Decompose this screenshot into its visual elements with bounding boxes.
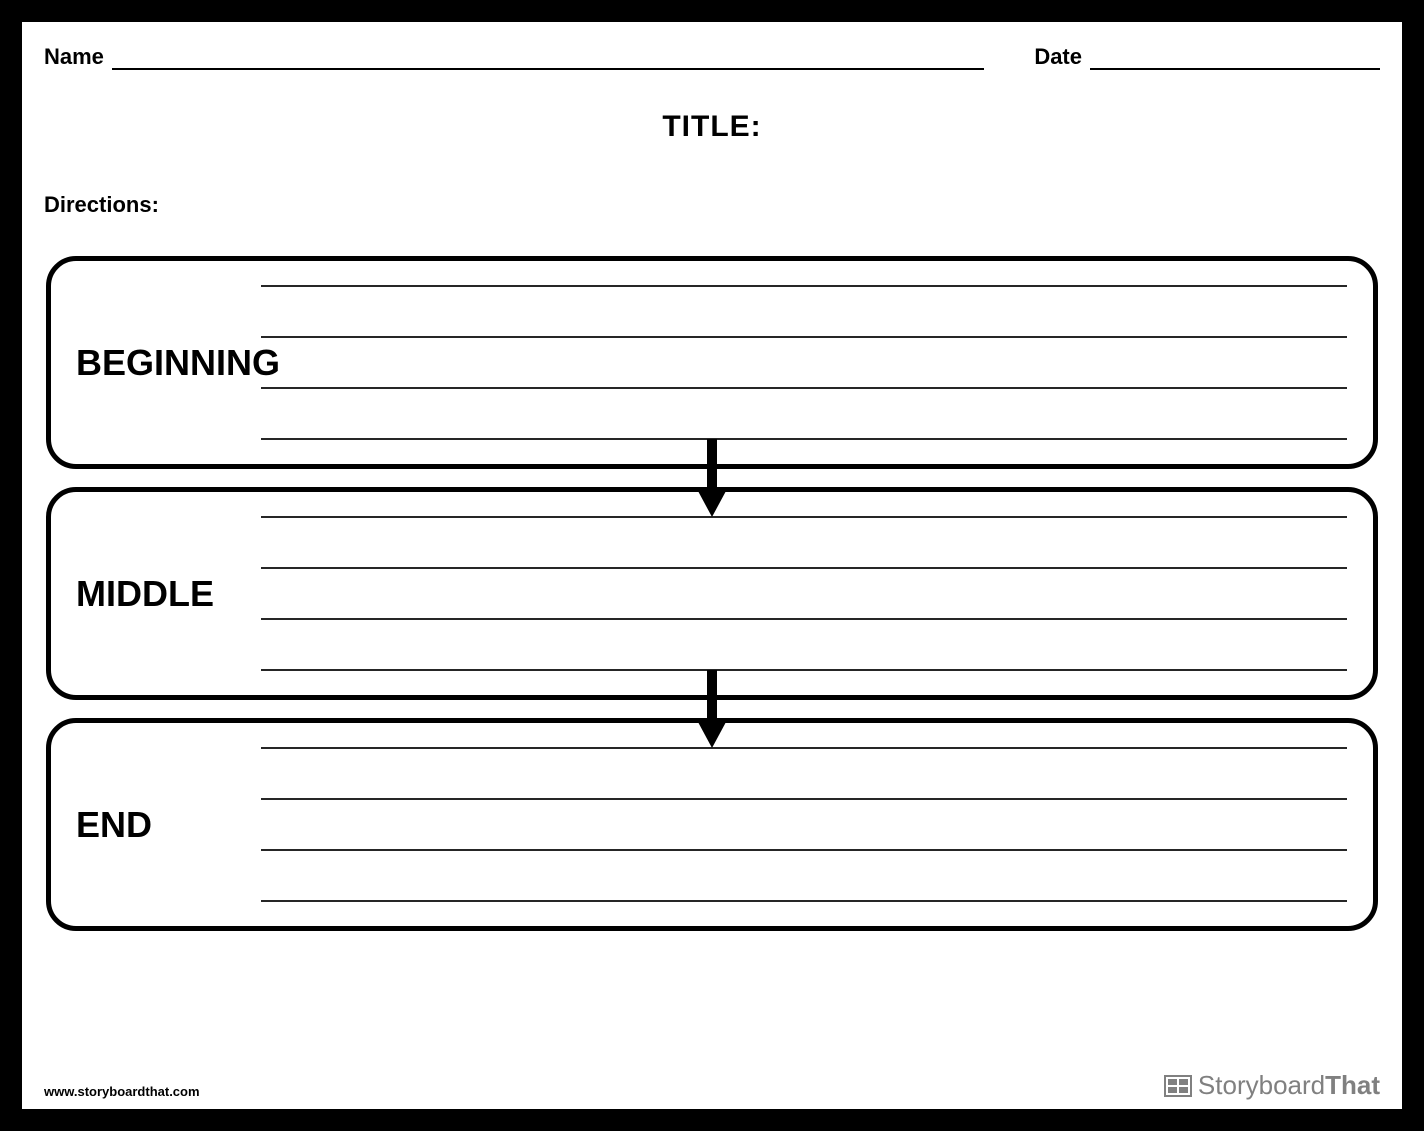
middle-lines[interactable] <box>261 516 1353 671</box>
section-middle-label: MIDDLE <box>76 573 261 615</box>
header-row: Name Date <box>44 44 1380 70</box>
writing-line <box>261 567 1347 569</box>
writing-line <box>261 516 1347 518</box>
gap-1 <box>46 469 1378 487</box>
gap-2 <box>46 700 1378 718</box>
date-input-line[interactable] <box>1090 48 1380 70</box>
directions-label: Directions: <box>44 192 159 217</box>
writing-line <box>261 387 1347 389</box>
end-lines[interactable] <box>261 747 1353 902</box>
date-label: Date <box>1034 44 1090 70</box>
beginning-lines[interactable] <box>261 285 1353 440</box>
writing-line <box>261 747 1347 749</box>
sections-container: BEGINNING MIDDLE <box>44 256 1380 1069</box>
date-field: Date <box>1034 44 1380 70</box>
worksheet-page: Name Date TITLE: Directions: BEGINNING <box>22 22 1402 1109</box>
name-label: Name <box>44 44 112 70</box>
brand-part1: Storyboard <box>1198 1070 1325 1100</box>
title-text: TITLE: <box>662 110 761 143</box>
brand-part2: That <box>1325 1070 1380 1100</box>
writing-line <box>261 798 1347 800</box>
section-middle: MIDDLE <box>46 487 1378 700</box>
directions-row: Directions: <box>44 192 1380 218</box>
title-row: TITLE: <box>44 110 1380 144</box>
footer-url: www.storyboardthat.com <box>44 1084 200 1099</box>
writing-line <box>261 669 1347 671</box>
section-beginning-label: BEGINNING <box>76 342 261 384</box>
writing-line <box>261 336 1347 338</box>
writing-line <box>261 900 1347 902</box>
brand-text: StoryboardThat <box>1198 1070 1380 1101</box>
writing-line <box>261 849 1347 851</box>
storyboard-icon <box>1164 1075 1192 1097</box>
section-beginning: BEGINNING <box>46 256 1378 469</box>
name-field: Name <box>44 44 984 70</box>
name-input-line[interactable] <box>112 48 984 70</box>
writing-line <box>261 618 1347 620</box>
section-end: END <box>46 718 1378 931</box>
writing-line <box>261 438 1347 440</box>
footer-brand: StoryboardThat <box>1164 1070 1380 1101</box>
writing-line <box>261 285 1347 287</box>
section-end-label: END <box>76 804 261 846</box>
